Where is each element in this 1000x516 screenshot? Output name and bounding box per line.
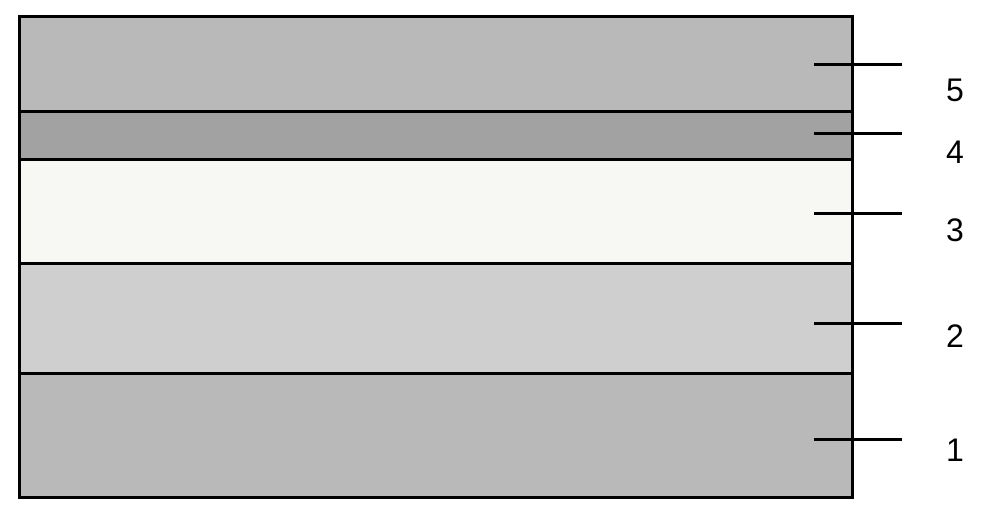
leader-4: [814, 132, 902, 135]
leader-1: [814, 438, 902, 441]
label-1: 1: [946, 434, 964, 466]
label-2: 2: [946, 320, 964, 352]
layer-stack: [18, 15, 854, 499]
label-4: 4: [946, 136, 964, 168]
leader-5: [814, 63, 902, 66]
layer-5: [21, 18, 851, 110]
layer-2: [21, 262, 851, 372]
leader-2: [814, 322, 902, 325]
layer-3: [21, 158, 851, 262]
leader-3: [814, 212, 902, 215]
layer-4: [21, 110, 851, 158]
label-3: 3: [946, 214, 964, 246]
layer-1: [21, 372, 851, 496]
label-5: 5: [946, 74, 964, 106]
